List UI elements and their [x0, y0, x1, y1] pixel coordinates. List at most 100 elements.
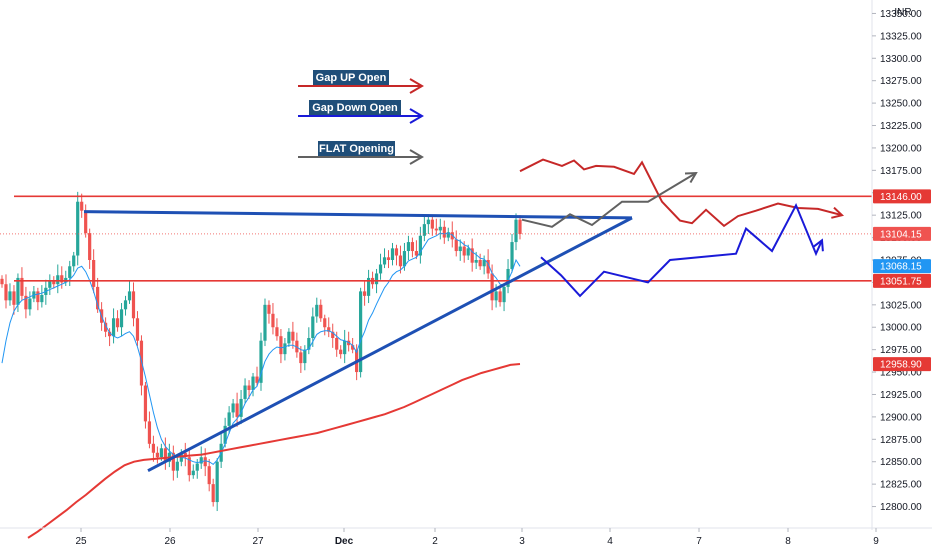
moving-averages-layer [1, 232, 521, 539]
candle [363, 281, 367, 306]
gap-up-scenario-arrow-head [831, 206, 845, 219]
candle-body [24, 295, 28, 310]
candle-body [135, 318, 140, 341]
candle [211, 478, 215, 507]
horizontal-levels-layer [0, 195, 872, 282]
candle [88, 228, 92, 269]
candle-body [4, 284, 8, 301]
candle [28, 291, 32, 316]
flat-opening-scenario-arrow-head [684, 171, 698, 184]
ma-long-line [27, 363, 521, 539]
candle-body [60, 275, 64, 283]
candle [183, 442, 187, 467]
price-tick-label: 13125.00 [880, 211, 922, 222]
candle-body [107, 331, 112, 337]
candle-body [127, 291, 132, 301]
legend-label: Gap UP Open [316, 72, 387, 84]
candle-body [243, 385, 247, 399]
candle-body [438, 226, 442, 231]
candle-body [414, 251, 418, 256]
candle-body [96, 286, 100, 310]
candle-body [339, 349, 343, 355]
candle [327, 317, 331, 338]
candle [123, 295, 128, 316]
candle [52, 276, 56, 289]
legend-item: Gap UP Open [298, 70, 424, 94]
candle [299, 346, 303, 373]
candle-body [454, 239, 458, 252]
time-tick-label: 3 [519, 536, 525, 547]
candle-body [510, 242, 514, 269]
price-tick-label: 13225.00 [880, 121, 922, 132]
candle [80, 193, 84, 218]
candle [243, 378, 247, 404]
candle-body [68, 266, 72, 278]
candle-body [331, 331, 335, 338]
candle [60, 266, 64, 289]
candle-body [442, 226, 446, 238]
legend-label: Gap Down Open [312, 102, 398, 114]
candle-body [462, 246, 466, 256]
candle [378, 253, 383, 280]
candle-body [410, 242, 415, 252]
candle-body [458, 246, 462, 252]
candle [291, 321, 295, 349]
candle [135, 311, 140, 347]
candle [56, 264, 60, 294]
candle [458, 239, 462, 261]
price-badge: 13146.00 [873, 189, 931, 204]
candle [155, 446, 159, 464]
time-tick-label: Dec [335, 536, 354, 547]
price-axis[interactable]: INR 12800.00 12825.00 12850.00 12875.00 12900… [871, 0, 932, 550]
candle [151, 435, 156, 462]
candle-body [76, 201, 80, 256]
gap-down-scenario-arrow-path [540, 202, 823, 298]
candle-body [48, 280, 52, 288]
candle [40, 285, 44, 308]
candle [319, 299, 323, 322]
price-tick-label: 12900.00 [880, 412, 922, 423]
candle [12, 285, 16, 315]
candle [279, 329, 283, 364]
candle-body [16, 277, 20, 305]
candle-body [283, 343, 287, 355]
gap-up-scenario-arrow [519, 158, 845, 228]
candle [115, 310, 120, 332]
time-tick-label: 27 [252, 536, 264, 547]
candle-body [382, 257, 387, 265]
candle-body [466, 248, 470, 256]
candle-body [175, 461, 179, 471]
candle-body [502, 286, 506, 303]
price-badge-label: 13146.00 [880, 192, 922, 203]
candle-body [307, 338, 311, 350]
candle [422, 216, 426, 242]
flat-opening-scenario-arrow [521, 171, 698, 228]
price-tick-label: 12975.00 [880, 345, 922, 356]
currency-label: INR [894, 7, 911, 18]
candle-body [56, 275, 60, 285]
candle [36, 287, 40, 311]
candle-body [482, 260, 486, 267]
legend-item: Gap Down Open [298, 100, 424, 124]
candle-body [303, 349, 307, 364]
candles-layer [0, 191, 522, 512]
legend-arrow-head [409, 78, 424, 94]
candle-body [215, 461, 219, 503]
candle [518, 215, 522, 240]
candle-body [28, 298, 32, 310]
candle-body [84, 210, 88, 234]
candle [199, 446, 203, 469]
candle-body [239, 398, 243, 417]
time-axis[interactable]: 25 26 27 Dec 2 3 4 7 8 9 [0, 527, 932, 547]
price-badge-label: 13104.15 [880, 229, 922, 240]
candle [287, 328, 291, 347]
candle [359, 287, 363, 378]
price-tick-label: 13300.00 [880, 54, 922, 65]
legend-arrow-head [409, 149, 424, 165]
candle-body [267, 304, 271, 314]
candle [191, 464, 195, 479]
candle-body [131, 291, 136, 319]
candle-body [155, 452, 159, 458]
